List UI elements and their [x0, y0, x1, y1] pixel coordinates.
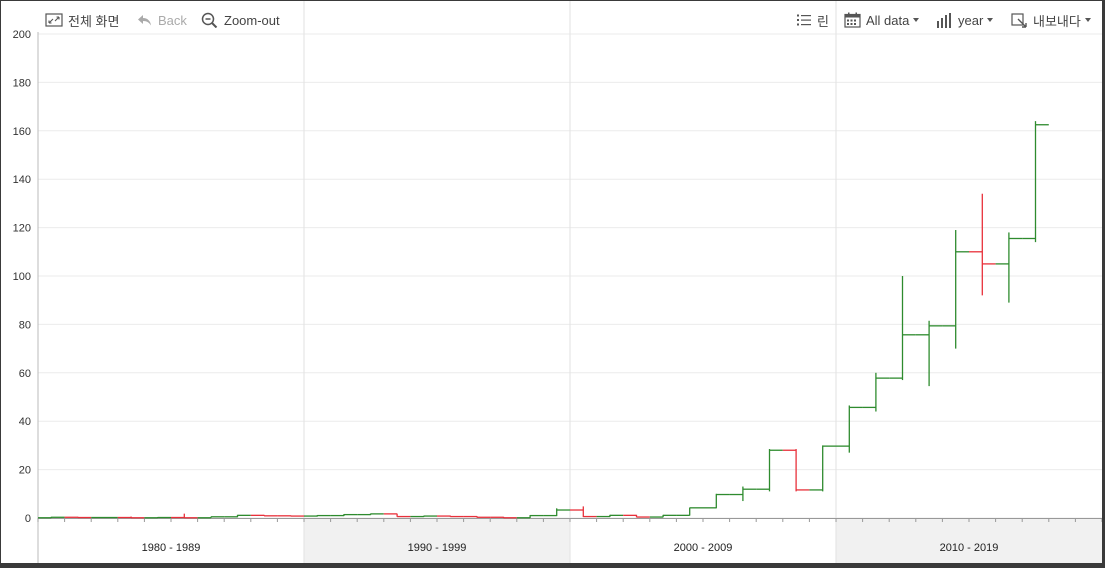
ohlc-bar — [596, 514, 624, 518]
ohlc-bar — [383, 513, 411, 518]
ohlc-bar — [144, 516, 171, 519]
y-tick-label: 80 — [19, 319, 31, 331]
ohlc-bar — [782, 449, 810, 492]
ohlc-bar — [889, 276, 916, 381]
back-label: Back — [158, 12, 187, 28]
ohlc-bar — [703, 493, 730, 509]
ohlc-bar — [1022, 121, 1049, 243]
fullscreen-icon — [45, 13, 63, 27]
fullscreen-label: 전체 화면 — [68, 13, 120, 29]
x-tick-label: 2000 - 2009 — [674, 542, 733, 554]
y-tick-label: 100 — [13, 271, 31, 283]
chevron-down-icon — [913, 18, 920, 22]
ohlc-bar — [197, 516, 225, 519]
ohlc-bar — [995, 232, 1023, 303]
export-icon — [1011, 13, 1027, 28]
ohlc-bar — [410, 515, 437, 518]
ohlc-bar — [623, 514, 650, 518]
list-icon — [797, 14, 811, 26]
range-label: All data — [866, 12, 910, 28]
y-tick-label: 20 — [19, 465, 31, 477]
y-tick-label: 40 — [19, 416, 31, 428]
ohlc-bar — [38, 516, 65, 519]
ohlc-bar — [809, 445, 836, 492]
ohlc-bar — [490, 516, 517, 519]
ohlc-bar — [224, 514, 251, 518]
ohlc-bar — [836, 405, 863, 453]
period-label: year — [958, 12, 984, 28]
y-tick-label: 0 — [25, 513, 31, 525]
y-tick-label: 200 — [13, 29, 31, 41]
ohlc-bar — [543, 508, 570, 517]
export-label: 내보내다 — [1033, 13, 1081, 29]
chevron-down-icon — [1084, 18, 1091, 22]
ohlc-bar — [277, 515, 304, 517]
ohlc-bar — [357, 513, 384, 516]
zoom-out-label: Zoom-out — [224, 12, 280, 28]
ohlc-bar — [570, 506, 597, 518]
y-tick-label: 140 — [13, 174, 31, 186]
ohlc-bar — [330, 513, 358, 517]
x-tick-label: 2010 - 2019 — [940, 542, 999, 554]
decade-band — [304, 518, 570, 563]
bar-chart-icon — [937, 12, 951, 28]
ohlc-bar — [649, 514, 677, 518]
y-tick-label: 160 — [13, 126, 31, 138]
calendar-icon — [844, 12, 861, 28]
ohlc-bar — [117, 516, 145, 519]
ohlc-bar — [676, 507, 703, 516]
legend-label: 린 — [817, 13, 829, 29]
ohlc-bar — [969, 193, 996, 296]
zoom-out-button[interactable]: Zoom-out — [201, 10, 280, 30]
ohlc-bar — [756, 449, 783, 492]
decade-band — [836, 518, 1102, 563]
fullscreen-button[interactable]: 전체 화면 — [45, 10, 119, 30]
ohlc-bar — [171, 513, 198, 519]
zoom-out-icon — [201, 12, 218, 28]
ohlc-bar — [91, 516, 118, 519]
ohlc-bar — [862, 372, 890, 412]
ohlc-bar — [516, 514, 544, 519]
legend-button[interactable]: 린 — [796, 10, 829, 30]
x-tick-label: 1990 - 1999 — [408, 542, 467, 554]
ohlc-bar — [250, 514, 278, 517]
export-dropdown[interactable]: 내보내다 — [1011, 10, 1091, 30]
y-tick-label: 180 — [13, 77, 31, 89]
ohlc-bar — [437, 515, 464, 518]
x-tick-label: 1980 - 1989 — [142, 542, 201, 554]
y-tick-label: 120 — [13, 223, 31, 235]
ohlc-bar — [729, 486, 757, 502]
ohlc-bar — [64, 516, 92, 519]
chevron-down-icon — [987, 18, 994, 22]
ohlc-bar — [463, 515, 491, 518]
ohlc-bar — [304, 514, 331, 517]
y-tick-label: 60 — [19, 368, 31, 380]
period-dropdown[interactable]: year — [936, 10, 994, 30]
range-dropdown[interactable]: All data — [844, 10, 920, 30]
back-button[interactable]: Back — [137, 10, 187, 30]
back-arrow-icon — [138, 15, 151, 26]
ohlc-bar — [915, 320, 943, 387]
ohlc-bar — [942, 230, 969, 349]
